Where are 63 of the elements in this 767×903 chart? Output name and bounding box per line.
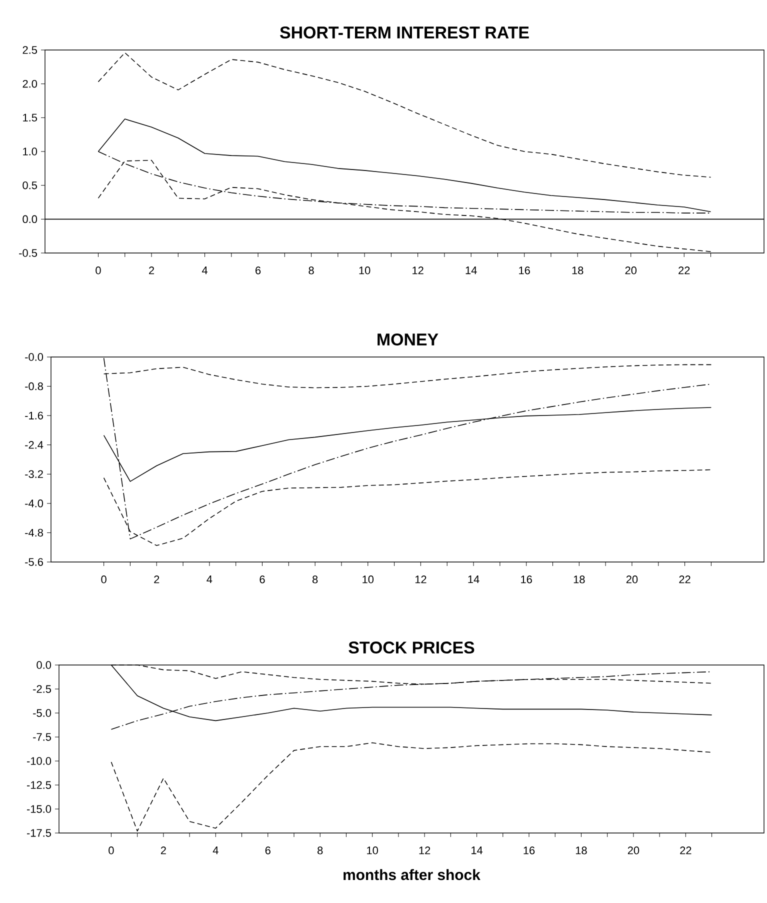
x-tick-label: 18 — [572, 266, 584, 274]
y-tick-label: -12.5 — [26, 781, 52, 789]
y-tick-label: -5.0 — [33, 709, 52, 717]
y-tick-label: -1.6 — [25, 412, 43, 420]
y-tick-label: 2.0 — [22, 80, 38, 88]
x-tick-label: 16 — [519, 266, 530, 274]
x-tick-label: 14 — [472, 846, 483, 854]
y-tick-label: 0.0 — [36, 661, 52, 669]
x-tick-label: 6 — [260, 576, 265, 584]
y-tick-label: -2.4 — [25, 441, 44, 449]
x-tick-label: 10 — [359, 266, 370, 274]
x-tick-label: 20 — [628, 846, 640, 854]
x-tick-label: 0 — [108, 846, 114, 854]
x-tick-label: 22 — [680, 846, 692, 854]
y-tick-label: 0.5 — [22, 181, 38, 190]
x-tick-label: 18 — [576, 846, 587, 854]
y-tick-label: -0.5 — [19, 249, 38, 257]
x-tick-label: 16 — [524, 846, 535, 854]
y-tick-label: -7.5 — [33, 733, 52, 741]
x-tick-label: 16 — [521, 576, 532, 584]
x-tick-label: 12 — [412, 266, 424, 274]
x-tick-label: 4 — [212, 846, 218, 854]
x-tick-label: 0 — [101, 576, 106, 584]
x-tick-label: 2 — [160, 846, 166, 854]
x-tick-label: 10 — [367, 846, 378, 854]
x-tick-label: 22 — [679, 576, 690, 584]
y-tick-label: -0.0 — [25, 353, 44, 361]
x-tick-label: 20 — [626, 576, 638, 584]
x-tick-label: 14 — [468, 576, 480, 584]
y-tick-label: -0.8 — [25, 382, 43, 390]
y-tick-label: -10.0 — [26, 757, 52, 765]
x-tick-label: 14 — [466, 266, 477, 274]
x-tick-label: 8 — [318, 846, 323, 854]
x-tick-label: 8 — [308, 266, 314, 274]
x-tick-label: 0 — [96, 266, 101, 274]
x-tick-label: 12 — [415, 576, 426, 584]
x-tick-label: 6 — [265, 846, 270, 854]
y-tick-label: -3.2 — [25, 470, 43, 478]
y-tick-label: 1.5 — [23, 114, 38, 122]
x-tick-label: 2 — [149, 266, 154, 274]
y-tick-label: 1.0 — [23, 148, 38, 156]
x-tick-label: 20 — [625, 266, 637, 274]
chart-title: SHORT-TERM INTEREST RATE — [280, 26, 529, 39]
x-tick-label: 6 — [256, 266, 261, 274]
y-tick-label: -17.5 — [26, 829, 52, 837]
y-tick-label: -5.6 — [25, 558, 43, 566]
x-tick-label: 2 — [154, 576, 160, 584]
x-tick-label: 12 — [419, 846, 430, 854]
x-tick-label: 22 — [678, 266, 690, 274]
x-axis-title: months after shock — [344, 869, 480, 880]
y-tick-label: 2.5 — [22, 46, 38, 54]
y-tick-label: -4.8 — [25, 528, 43, 537]
chart-title: MONEY — [378, 334, 438, 346]
y-tick-label: 0.0 — [22, 215, 38, 224]
chart-title: STOCK PRICES — [348, 642, 474, 654]
y-tick-label: -15.0 — [26, 805, 52, 813]
x-tick-label: 18 — [574, 576, 585, 584]
x-tick-label: 4 — [206, 576, 212, 584]
x-tick-label: 4 — [202, 266, 208, 274]
y-tick-label: -2.5 — [33, 685, 52, 693]
x-tick-label: 10 — [362, 576, 374, 584]
x-tick-label: 8 — [312, 576, 318, 584]
y-tick-label: -4.0 — [25, 500, 44, 508]
